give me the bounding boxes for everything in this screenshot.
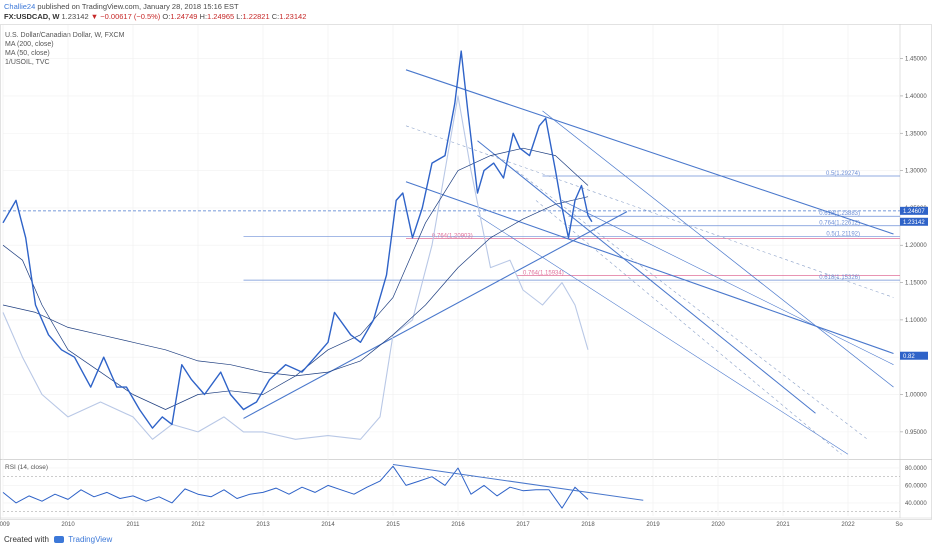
footer: Created with TradingView [4,535,112,544]
dashed-projection-line [516,170,868,440]
ma200-line [2,196,589,377]
fib-level-label: 0.5(1.21192) [826,231,860,237]
publish-info: published on TradingView.com, January 28… [37,2,239,11]
publish-line: Challie24 published on TradingView.com, … [4,2,239,11]
x-tick-label: 2011 [127,522,141,528]
usdcad-price-line [2,50,593,429]
price-tag [900,217,928,226]
price-tag-label: 1.24607 [903,209,925,215]
rsi-tick-label: 80.0000 [905,466,927,472]
dashed-projection-line [535,200,842,455]
rsi-line [2,465,589,509]
fib-level-label: 0.5(1.29274) [826,171,860,177]
rsi-tick-label: 60.0000 [905,483,927,489]
fib-level-label: 0.764(1.20903) [432,233,473,239]
y-tick-label: 1.20000 [905,243,927,249]
tradingview-brand[interactable]: TradingView [68,535,113,544]
price-tag-label: 0.82 [903,354,915,360]
fib-level-label: 0.618(1.23883) [819,211,860,217]
y-tick-label: 1.30000 [905,169,927,175]
rsi-trendline [392,463,644,501]
author-link[interactable]: Challie24 [4,2,36,11]
price-tag-label: 1.23142 [903,220,925,226]
light-trendline [561,200,894,365]
x-tick-label: 2015 [386,522,400,528]
y-tick-label: 1.45000 [905,57,927,63]
y-tick-label: 1.35000 [905,131,927,137]
steep-trendline [477,140,816,414]
x-tick-label: 2013 [256,522,270,528]
x-tick-label: 2018 [581,522,595,528]
y-tick-label: 1.15000 [905,281,927,287]
fib-level-label: 0.764(1.15934) [523,271,564,277]
close-value: 1.23142 [279,12,307,21]
fib-level-label: 0.764(1.22612) [819,221,860,227]
x-tick-label: So [895,522,903,528]
y-tick-label: 1.40000 [905,94,927,100]
x-tick-label: 2019 [646,522,660,528]
y-tick-label: 1.00000 [905,393,927,399]
usoil-line [2,95,589,440]
symbol-line: FX:USDCAD, W 1.23142 ▼ −0.00617 (−0.5%) … [4,12,307,21]
indicator-legend: U.S. Dollar/Canadian Dollar, W, FXCM MA … [5,31,124,67]
legend-instrument[interactable]: U.S. Dollar/Canadian Dollar, W, FXCM [5,32,125,39]
resistance-trendline [405,69,894,235]
legend-usoil[interactable]: 1/USOIL, TVC [5,59,50,66]
x-tick-label: 2009 [0,522,10,528]
x-tick-label: 2020 [711,522,725,528]
y-tick-label: 0.95000 [905,430,927,436]
high-value: 1.24965 [207,12,235,21]
change-value: −0.00617 (−0.5%) [100,12,161,21]
created-with: Created with [4,535,49,544]
down-arrow-icon: ▼ [90,12,99,21]
price-tag [900,351,928,360]
y-tick-label: 1.10000 [905,318,927,324]
light-trendline [542,110,894,388]
low-value: 1.22821 [242,12,270,21]
light-trendline [477,215,849,455]
x-tick-label: 2010 [61,522,75,528]
tradingview-logo-icon [54,536,65,543]
x-tick-label: 2021 [776,522,790,528]
ma50-line [2,147,589,410]
dashed-projection-line [405,125,894,298]
rsi-legend: RSI (14, close) [5,464,48,471]
x-tick-label: 2014 [321,522,335,528]
rsi-tick-label: 40.0000 [905,501,927,507]
support-trendline [243,211,628,419]
open-value: 1.24749 [170,12,198,21]
channel-trendline [405,181,894,355]
legend-ma200[interactable]: MA (200, close) [5,41,54,48]
x-tick-label: 2022 [841,522,855,528]
x-tick-label: 2017 [516,522,530,528]
last-price: 1.23142 [61,12,89,21]
fib-level-label: 0.618(1.15326) [819,275,860,281]
x-tick-label: 2016 [451,522,465,528]
symbol: FX:USDCAD, W [4,12,60,21]
x-tick-label: 2012 [191,522,205,528]
price-tag [900,206,928,215]
legend-ma50[interactable]: MA (50, close) [5,50,50,57]
